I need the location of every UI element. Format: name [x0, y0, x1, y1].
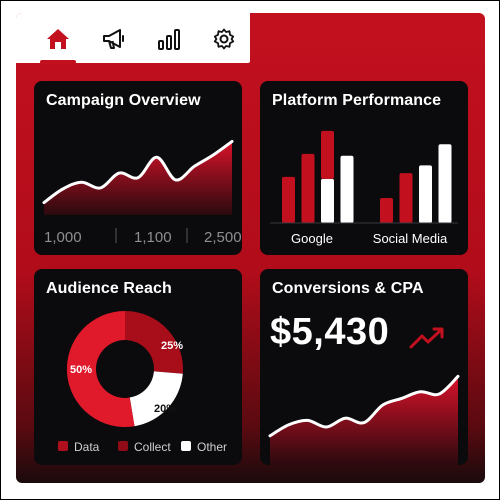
conversions-line	[268, 374, 460, 438]
platform-performance-card[interactable]: Platform Performance Google Social Media	[260, 81, 468, 255]
legend-label: Data	[74, 440, 100, 454]
bar	[419, 165, 432, 223]
legend-label: Collect	[134, 440, 171, 454]
slice-label: 50%	[70, 364, 92, 376]
slice-label: 20%	[154, 403, 176, 415]
category-label: Social Media	[373, 231, 448, 246]
card-title: Campaign Overview	[46, 92, 201, 109]
donut-hole	[96, 340, 154, 398]
legend-swatch	[118, 441, 128, 451]
card-title: Audience Reach	[46, 280, 172, 297]
bar-chart-icon	[158, 29, 180, 50]
conversions-area-chart	[268, 374, 460, 465]
bar	[282, 176, 295, 223]
bar-segment	[321, 130, 334, 179]
legend-label: Other	[197, 440, 227, 454]
campaign-area-chart: 1,000 1,100 2,500	[42, 139, 242, 246]
conversions-cpa-card[interactable]: Conversions & CPA $5,430	[260, 269, 468, 465]
conversions-value: $5,430	[270, 311, 390, 353]
dashboard: Campaign Overview 1,000 1,100 2,500 Plat…	[16, 13, 485, 483]
conversions-area-fill	[270, 376, 458, 465]
megaphone-icon	[103, 29, 124, 49]
card-title: Platform Performance	[272, 92, 442, 109]
category-label: Google	[291, 231, 333, 246]
trend-up-icon	[409, 327, 444, 349]
tab-campaigns[interactable]	[98, 23, 130, 55]
bar	[301, 153, 315, 223]
bar	[380, 198, 393, 223]
legend-swatch	[58, 441, 68, 451]
active-tab-indicator	[40, 60, 76, 64]
stat-value: 1,100	[134, 229, 172, 246]
audience-reach-card[interactable]: Audience Reach 50% 25% 20% Data Collect …	[34, 269, 242, 465]
top-tab-bar	[16, 13, 250, 64]
stat-value: 2,500	[204, 229, 242, 246]
tab-settings[interactable]	[208, 23, 240, 55]
slice-label: 25%	[161, 340, 183, 352]
stat-value: 1,000	[44, 229, 82, 246]
bar	[399, 173, 413, 223]
tab-analytics[interactable]	[153, 23, 185, 55]
gear-icon	[213, 28, 235, 50]
audience-donut-chart: 50% 25% 20% Data Collect Other	[58, 310, 227, 454]
campaign-line	[42, 139, 234, 205]
platform-bar-chart: Google Social Media	[270, 130, 458, 246]
bar	[340, 155, 354, 223]
home-icon	[47, 29, 69, 49]
bar	[321, 178, 334, 223]
legend-swatch	[181, 441, 191, 451]
card-title: Conversions & CPA	[272, 280, 424, 297]
bar	[438, 144, 452, 223]
campaign-overview-card[interactable]: Campaign Overview 1,000 1,100 2,500	[34, 81, 242, 255]
tab-home[interactable]	[42, 23, 74, 55]
